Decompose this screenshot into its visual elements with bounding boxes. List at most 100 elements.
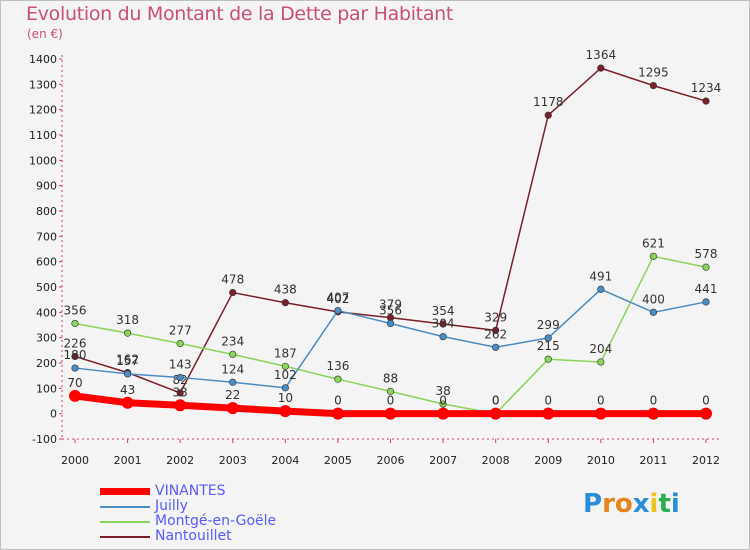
data-label: 0 <box>650 394 658 408</box>
data-point <box>331 407 344 420</box>
y-tick-label: 700 <box>36 230 57 243</box>
data-point <box>597 285 605 293</box>
logo-letter: t <box>658 489 671 519</box>
data-point <box>489 407 502 420</box>
data-point <box>544 111 552 119</box>
data-point <box>229 378 237 386</box>
y-tick-label: 300 <box>36 332 57 345</box>
y-tick-label: 500 <box>36 281 57 294</box>
data-point <box>649 308 658 316</box>
data-point <box>69 389 81 402</box>
data-point <box>281 362 289 370</box>
x-tick-label: 2001 <box>114 454 142 467</box>
data-point <box>702 97 710 105</box>
data-point <box>544 355 552 363</box>
y-tick-label: 1200 <box>29 104 57 117</box>
data-label: 124 <box>221 362 244 376</box>
data-label: 0 <box>387 394 395 408</box>
data-point <box>121 396 134 409</box>
data-point <box>176 389 184 397</box>
data-point <box>702 298 710 306</box>
data-point <box>386 387 395 395</box>
x-tick-label: 2003 <box>219 454 247 467</box>
data-label: 578 <box>695 247 718 261</box>
logo-letter: i <box>649 489 659 519</box>
data-label: 88 <box>383 371 398 385</box>
logo-letter: o <box>614 489 633 519</box>
data-label: 204 <box>589 342 612 356</box>
data-label: 438 <box>274 283 297 297</box>
x-tick-label: 2008 <box>482 454 510 467</box>
data-label: 356 <box>64 303 87 317</box>
data-label: 33 <box>173 385 188 399</box>
data-point <box>700 407 712 420</box>
data-label: 38 <box>435 384 450 398</box>
data-label: 0 <box>597 394 605 408</box>
legend-label: VINANTES <box>155 483 226 499</box>
data-label: 277 <box>169 323 192 337</box>
data-label: 262 <box>484 327 507 341</box>
data-point <box>386 319 395 328</box>
chart-unit: (en €) <box>27 27 63 41</box>
legend-label: Nantouillet <box>155 528 232 544</box>
data-point <box>123 329 132 337</box>
data-point <box>492 326 500 334</box>
data-label: 441 <box>695 282 718 296</box>
y-tick-label: 1000 <box>29 154 57 167</box>
x-tick-label: 2006 <box>377 454 405 467</box>
y-tick-label: 200 <box>36 357 57 370</box>
data-label: 318 <box>116 313 139 327</box>
logo-letter: i <box>670 489 680 519</box>
y-tick-label: -100 <box>32 433 57 446</box>
legend-swatch <box>100 535 150 538</box>
data-point <box>123 370 132 378</box>
data-label: 0 <box>492 394 500 408</box>
data-point <box>334 375 342 383</box>
data-point <box>71 319 79 328</box>
data-label: 0 <box>334 394 342 408</box>
data-point <box>492 343 500 351</box>
data-point <box>594 407 607 420</box>
data-label: 0 <box>439 394 447 408</box>
data-point <box>281 299 289 307</box>
data-point <box>229 288 237 297</box>
data-label: 407 <box>326 291 349 305</box>
x-tick-label: 2007 <box>429 454 457 467</box>
x-tick-label: 2010 <box>587 454 615 467</box>
data-point <box>649 81 658 90</box>
data-label: 400 <box>642 292 665 306</box>
x-tick-label: 2002 <box>166 454 194 467</box>
data-label: 304 <box>432 317 455 331</box>
data-point <box>176 339 184 348</box>
legend: VINANTES Juilly Montgé-en-Goële Nantouillet <box>100 484 276 544</box>
x-tick-label: 2004 <box>271 454 299 467</box>
x-tick-label: 2012 <box>692 454 720 467</box>
y-tick-label: 0 <box>50 408 57 421</box>
x-tick-label: 2009 <box>534 454 562 467</box>
data-point <box>649 252 658 260</box>
y-tick-label: 400 <box>36 306 57 319</box>
y-tick-label: 1300 <box>29 78 57 91</box>
data-label: 22 <box>225 388 240 402</box>
data-label: 1364 <box>586 48 617 62</box>
x-tick-label: 2011 <box>639 454 667 467</box>
data-point <box>71 364 79 372</box>
data-point <box>439 320 447 328</box>
data-label: 491 <box>589 269 612 283</box>
data-point <box>174 399 187 412</box>
legend-swatch <box>100 520 150 523</box>
legend-item: Juilly <box>100 499 276 514</box>
data-label: 354 <box>432 304 455 318</box>
y-tick-label: 1400 <box>29 53 57 66</box>
data-label: 621 <box>642 236 665 250</box>
data-point <box>279 405 292 418</box>
data-label: 136 <box>326 359 349 373</box>
y-tick-label: 900 <box>36 180 57 193</box>
legend-item: VINANTES <box>100 484 276 499</box>
data-point <box>334 306 342 315</box>
data-label: 329 <box>484 310 507 324</box>
data-label: 1178 <box>533 95 564 109</box>
data-label: 299 <box>537 318 560 332</box>
data-label: 143 <box>169 357 192 371</box>
